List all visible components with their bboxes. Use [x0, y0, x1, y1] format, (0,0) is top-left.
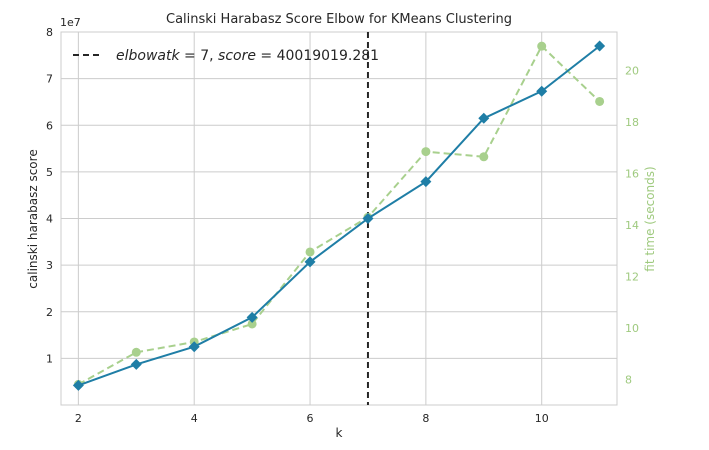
score-point: [536, 85, 548, 97]
y-right-tick-label: 18: [625, 116, 639, 129]
fit-time-point: [537, 41, 547, 51]
fit-time-point: [247, 319, 257, 329]
y-tick-label: 4: [46, 213, 53, 226]
y-right-tick-label: 14: [625, 219, 639, 232]
score-point: [594, 40, 606, 52]
fit-time-point: [131, 347, 141, 357]
score-point: [188, 341, 200, 353]
fit-time-point: [479, 152, 489, 162]
x-axis-label: k: [336, 426, 343, 440]
x-tick-label: 10: [535, 412, 549, 425]
score-point: [130, 358, 142, 370]
y-right-tick-label: 10: [625, 322, 639, 335]
plot-frame: [60, 31, 618, 406]
fit-time-line: [77, 44, 601, 386]
y-tick-label: 1: [46, 352, 53, 365]
x-tick-label: 6: [307, 412, 314, 425]
y-right-tick-label: 12: [625, 270, 639, 283]
y-right-tick-label: 8: [625, 373, 632, 386]
score-point: [72, 379, 84, 391]
grid: [61, 31, 617, 405]
chart-title: Calinski Harabasz Score Elbow for KMeans…: [166, 12, 512, 27]
score-point: [246, 311, 258, 323]
y-tick-label: 2: [46, 306, 53, 319]
y-tick-label: 6: [46, 119, 53, 132]
y-axis-label: calinski harabasz score: [26, 149, 40, 288]
score-point: [478, 112, 490, 124]
legend-elbow-label: elbowatk = 7, score = 40019019.281: [116, 48, 379, 64]
series-layer: [72, 40, 606, 391]
y-right-tick-label: 16: [625, 167, 639, 180]
y-axis-offset-label: 1e7: [60, 16, 81, 29]
y-tick-label: 8: [46, 26, 53, 39]
x-tick-label: 2: [75, 412, 82, 425]
fit-time-point: [595, 96, 605, 106]
y-tick-label: 7: [46, 73, 53, 86]
x-tick-label: 4: [191, 412, 198, 425]
score-point: [304, 256, 316, 268]
y-tick-label: 3: [46, 259, 53, 272]
x-tick-label: 8: [422, 412, 429, 425]
legend: elbowatk = 7, score = 40019019.281: [73, 48, 379, 64]
fit-time-point: [421, 147, 431, 157]
score-point: [420, 176, 432, 188]
score-line: [78, 45, 601, 387]
fit-time-point: [305, 247, 315, 257]
y-right-tick-label: 20: [625, 65, 639, 78]
score-point: [362, 213, 374, 224]
y-tick-label: 5: [46, 166, 53, 179]
y-axis-right-label: fit time (seconds): [643, 166, 657, 271]
